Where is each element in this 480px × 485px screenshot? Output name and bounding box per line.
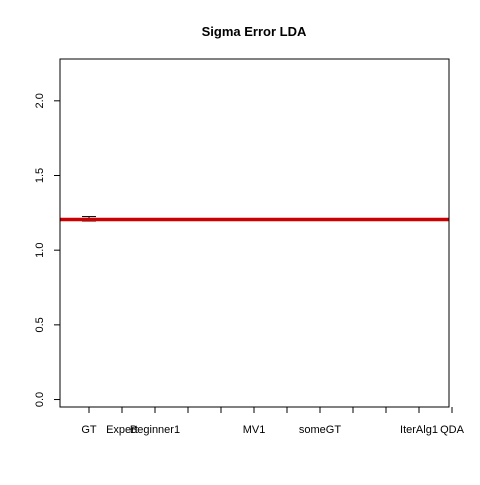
y-tick-label: 0.0 (34, 392, 46, 407)
x-tick-label: someGT (299, 424, 341, 436)
x-tick-label: IterAlg1 (400, 424, 438, 436)
x-tick-label: Beginner1 (130, 424, 180, 436)
y-tick-label: 1.5 (34, 168, 46, 183)
x-tick-label: GT (81, 424, 97, 436)
chart-title: Sigma Error LDA (202, 24, 307, 39)
x-tick-label: QDA (440, 424, 465, 436)
x-tick-label: MV1 (243, 424, 266, 436)
y-tick-label: 2.0 (34, 93, 46, 108)
x-tick-label: Expert (106, 424, 138, 436)
y-tick-label: 1.0 (34, 243, 46, 258)
y-tick-label: 0.5 (34, 317, 46, 332)
plot-frame (59, 58, 450, 408)
